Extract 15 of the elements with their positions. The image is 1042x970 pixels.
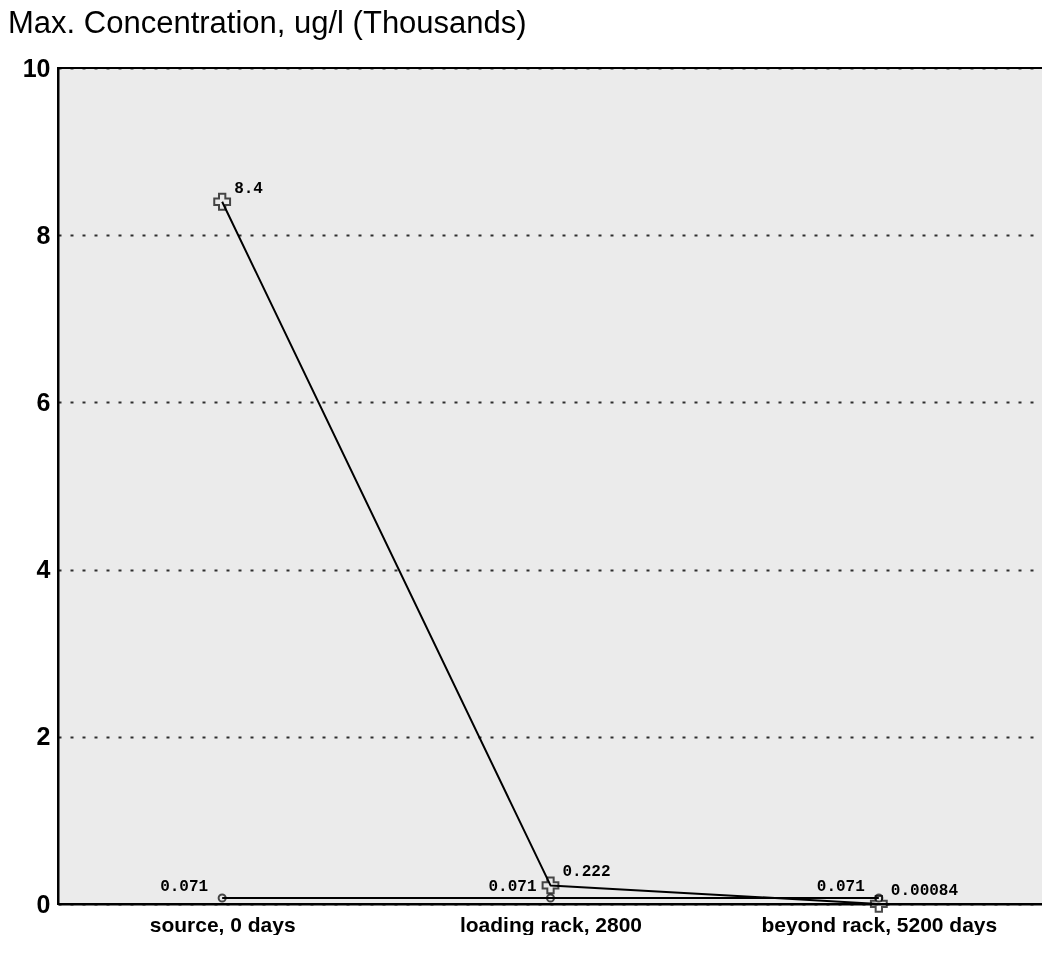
y-tick-label: 0 [36, 889, 51, 918]
y-tick-label: 6 [36, 387, 51, 416]
y-tick-label: 4 [36, 555, 51, 584]
data-label: 8.4 [234, 179, 264, 198]
x-tick-label: beyond rack, 5200 days [761, 912, 998, 936]
data-label: 0.071 [160, 878, 209, 897]
x-tick-label: source, 0 days [149, 912, 296, 936]
y-tick-label: 2 [36, 722, 51, 751]
chart-title: Max. Concentration, ug/l (Thousands) [8, 5, 527, 40]
y-tick-label: 8 [36, 220, 51, 249]
y-tick-label: 10 [22, 53, 51, 82]
data-label: 0.071 [816, 878, 865, 897]
data-label: 0.222 [562, 863, 611, 882]
data-label: 0.00084 [890, 881, 959, 900]
data-label: 0.071 [488, 878, 537, 897]
